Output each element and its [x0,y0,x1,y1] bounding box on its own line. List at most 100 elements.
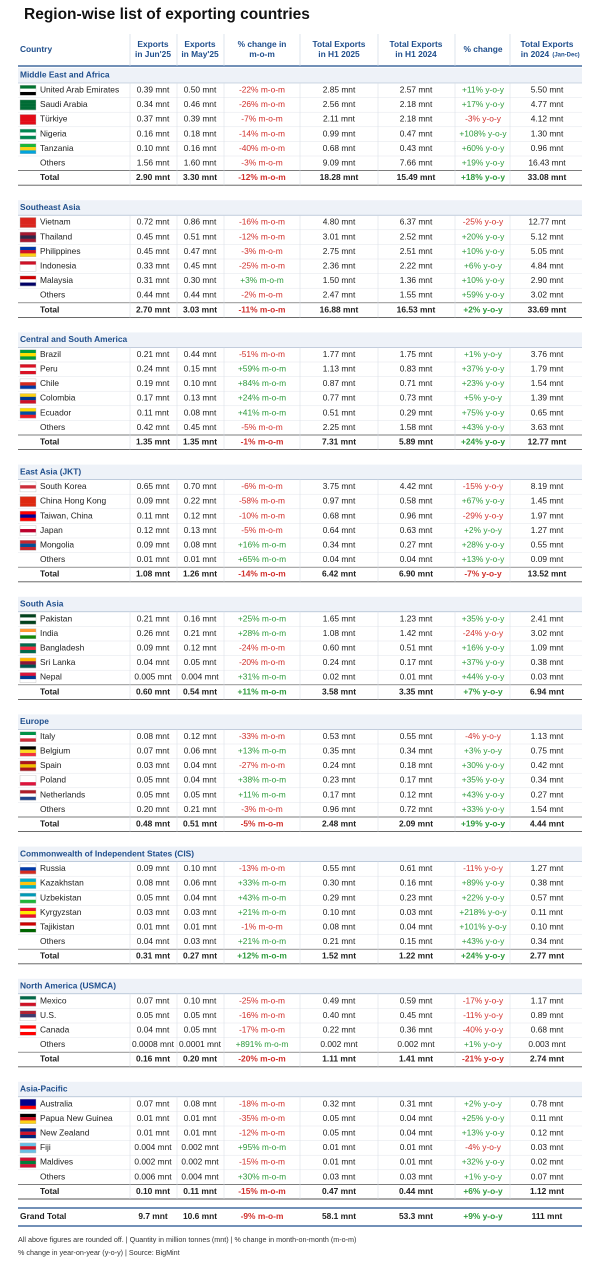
cell-value: 0.97 mnt [323,496,356,506]
flag-stripe [20,775,36,780]
cell-value: +23% y-o-y [462,378,505,388]
cell-value: 0.36 mnt [400,1025,433,1035]
flag-stripe [20,503,36,507]
cell-value: 0.21 mnt [323,936,356,946]
cell-value: +31% m-o-m [238,672,286,682]
cell-value: 0.37 mnt [137,114,170,124]
cell-value: 0.20 mnt [137,804,170,814]
cell-value: 2.22 mnt [400,261,433,271]
cell-value: 0.004 mnt [134,1142,172,1152]
flag-stripe [20,396,36,401]
flag-stripe [20,224,36,228]
flag-stripe [20,899,36,904]
flag-border [19,525,37,536]
country-name: Saudi Arabia [40,99,88,109]
cell-value: 0.51 mnt [323,407,356,417]
cell-value: 1.13 mnt [531,731,564,741]
cell-value: 0.07 mnt [137,746,170,756]
cell-value: 33.08 mnt [528,172,567,182]
cell-value: 10.6 mnt [183,1211,217,1221]
flag-stripe [20,735,36,739]
flag-border [19,628,37,639]
cell-value: +13% y-o-y [462,1128,505,1138]
flag-stripe [20,646,36,651]
flag-icon [19,657,37,669]
cell-value: 0.10 mnt [137,143,170,153]
cell-value: 0.96 mnt [400,510,433,520]
flag-stripe [20,649,36,654]
country-name: Total [40,1054,59,1064]
flag-icon [19,378,37,390]
cell-value: 1.75 mnt [400,349,433,359]
flag-border [19,1142,37,1154]
flag-border [19,393,37,404]
cell-value: 0.51 mnt [183,819,217,829]
cell-value: 0.39 mnt [137,85,170,95]
flag-icon [19,217,37,228]
cell-value: -16% m-o-m [239,1010,285,1020]
flag-stripe [20,738,36,742]
cell-value: 18.28 mnt [320,172,359,182]
cell-value: 0.03 mnt [137,907,170,917]
flag-icon [19,628,37,639]
country-name: Belgium [40,746,70,756]
cell-value: -51% m-o-m [239,349,285,359]
cell-value: -14% m-o-m [238,569,285,579]
cell-value: +59% m-o-m [238,364,286,374]
cell-value: 0.29 mnt [323,892,356,902]
cell-value: 1.30 mnt [531,128,564,138]
cell-value: 0.03 mnt [531,672,564,682]
flag-icon [19,672,37,683]
section-title: South Asia [20,599,64,609]
flag-stripe [20,1102,36,1106]
cell-value: 3.02 mnt [531,628,564,638]
flag-stripe [20,1134,36,1139]
flag-stripe [20,760,36,765]
cell-value: 0.29 mnt [400,407,433,417]
flag-border [19,613,37,625]
cell-value: -15% m-o-m [239,1157,285,1167]
cell-value: 0.07 mnt [531,1171,564,1181]
header-label: Total Exports [521,39,574,49]
cell-value: +33% m-o-m [238,878,286,888]
flag-stripe [20,1105,36,1110]
country-name: Pakistan [40,613,72,623]
section-header-bg [18,596,582,612]
cell-value: +12% m-o-m [237,951,287,961]
cell-value: 1.54 mnt [531,804,564,814]
cell-value: 1.17 mnt [531,995,564,1005]
flag-icon [19,540,37,551]
cell-value: +75% y-o-y [462,407,505,417]
cell-value: 0.53 mnt [323,731,356,741]
cell-value: 0.01 mnt [400,1142,433,1152]
flag-border [19,85,37,96]
cell-value: -40% y-o-y [463,1025,504,1035]
cell-value: 0.47 mnt [184,246,217,256]
country-name: Kazakhstan [40,878,84,888]
country-name: Sri Lanka [40,657,76,667]
header-label: in H1 2024 [395,49,437,59]
cell-value: 1.13 mnt [323,364,356,374]
cell-value: 0.01 mnt [400,672,433,682]
cell-value: 0.11 mnt [137,407,170,417]
cell-value: 0.89 mnt [531,1010,564,1020]
cell-value: 1.12 mnt [530,1186,564,1196]
cell-value: 0.05 mnt [323,1128,356,1138]
cell-value: 0.04 mnt [400,1113,433,1123]
cell-value: -2% m-o-m [241,290,282,300]
cell-value: +5% y-o-y [464,393,503,403]
cell-value: 0.04 mnt [184,892,217,902]
flag-border [19,128,37,140]
cell-value: 0.002 mnt [181,1157,219,1167]
cell-value: 1.79 mnt [531,364,564,374]
flag-border [19,364,37,375]
cell-value: 0.08 mnt [184,1098,217,1108]
flag-stripe [20,867,36,871]
cell-value: 2.25 mnt [323,422,356,432]
cell-value: 0.04 mnt [137,1025,170,1035]
cell-value: 6.42 mnt [322,569,356,579]
cell-value: 0.31 mnt [136,951,170,961]
flag-stripe [20,382,36,386]
cell-value: 2.47 mnt [323,290,356,300]
